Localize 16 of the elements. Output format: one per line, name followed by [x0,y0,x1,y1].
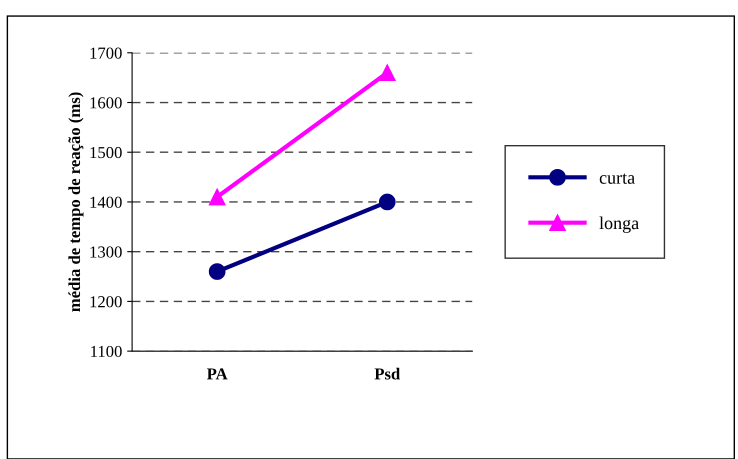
x-tick-label: Psd [374,368,400,380]
y-tick-label: 1400 [90,196,122,208]
legend-label: curta [600,173,635,184]
y-axis-title: média de tempo de reação (ms) [68,92,84,312]
y-tick-label: 1200 [90,296,122,308]
y-tick-label: 1300 [90,246,122,258]
point [378,194,396,210]
point [208,188,226,206]
x-tick-label: PA [206,368,228,380]
point [378,64,396,82]
y-tick-label: 1500 [90,146,122,158]
y-tick-label: 1100 [91,346,122,358]
y-tick-label: 1700 [90,47,122,59]
y-tick-label: 1600 [90,97,122,108]
point [208,263,226,280]
legend-label: longa [599,216,639,233]
